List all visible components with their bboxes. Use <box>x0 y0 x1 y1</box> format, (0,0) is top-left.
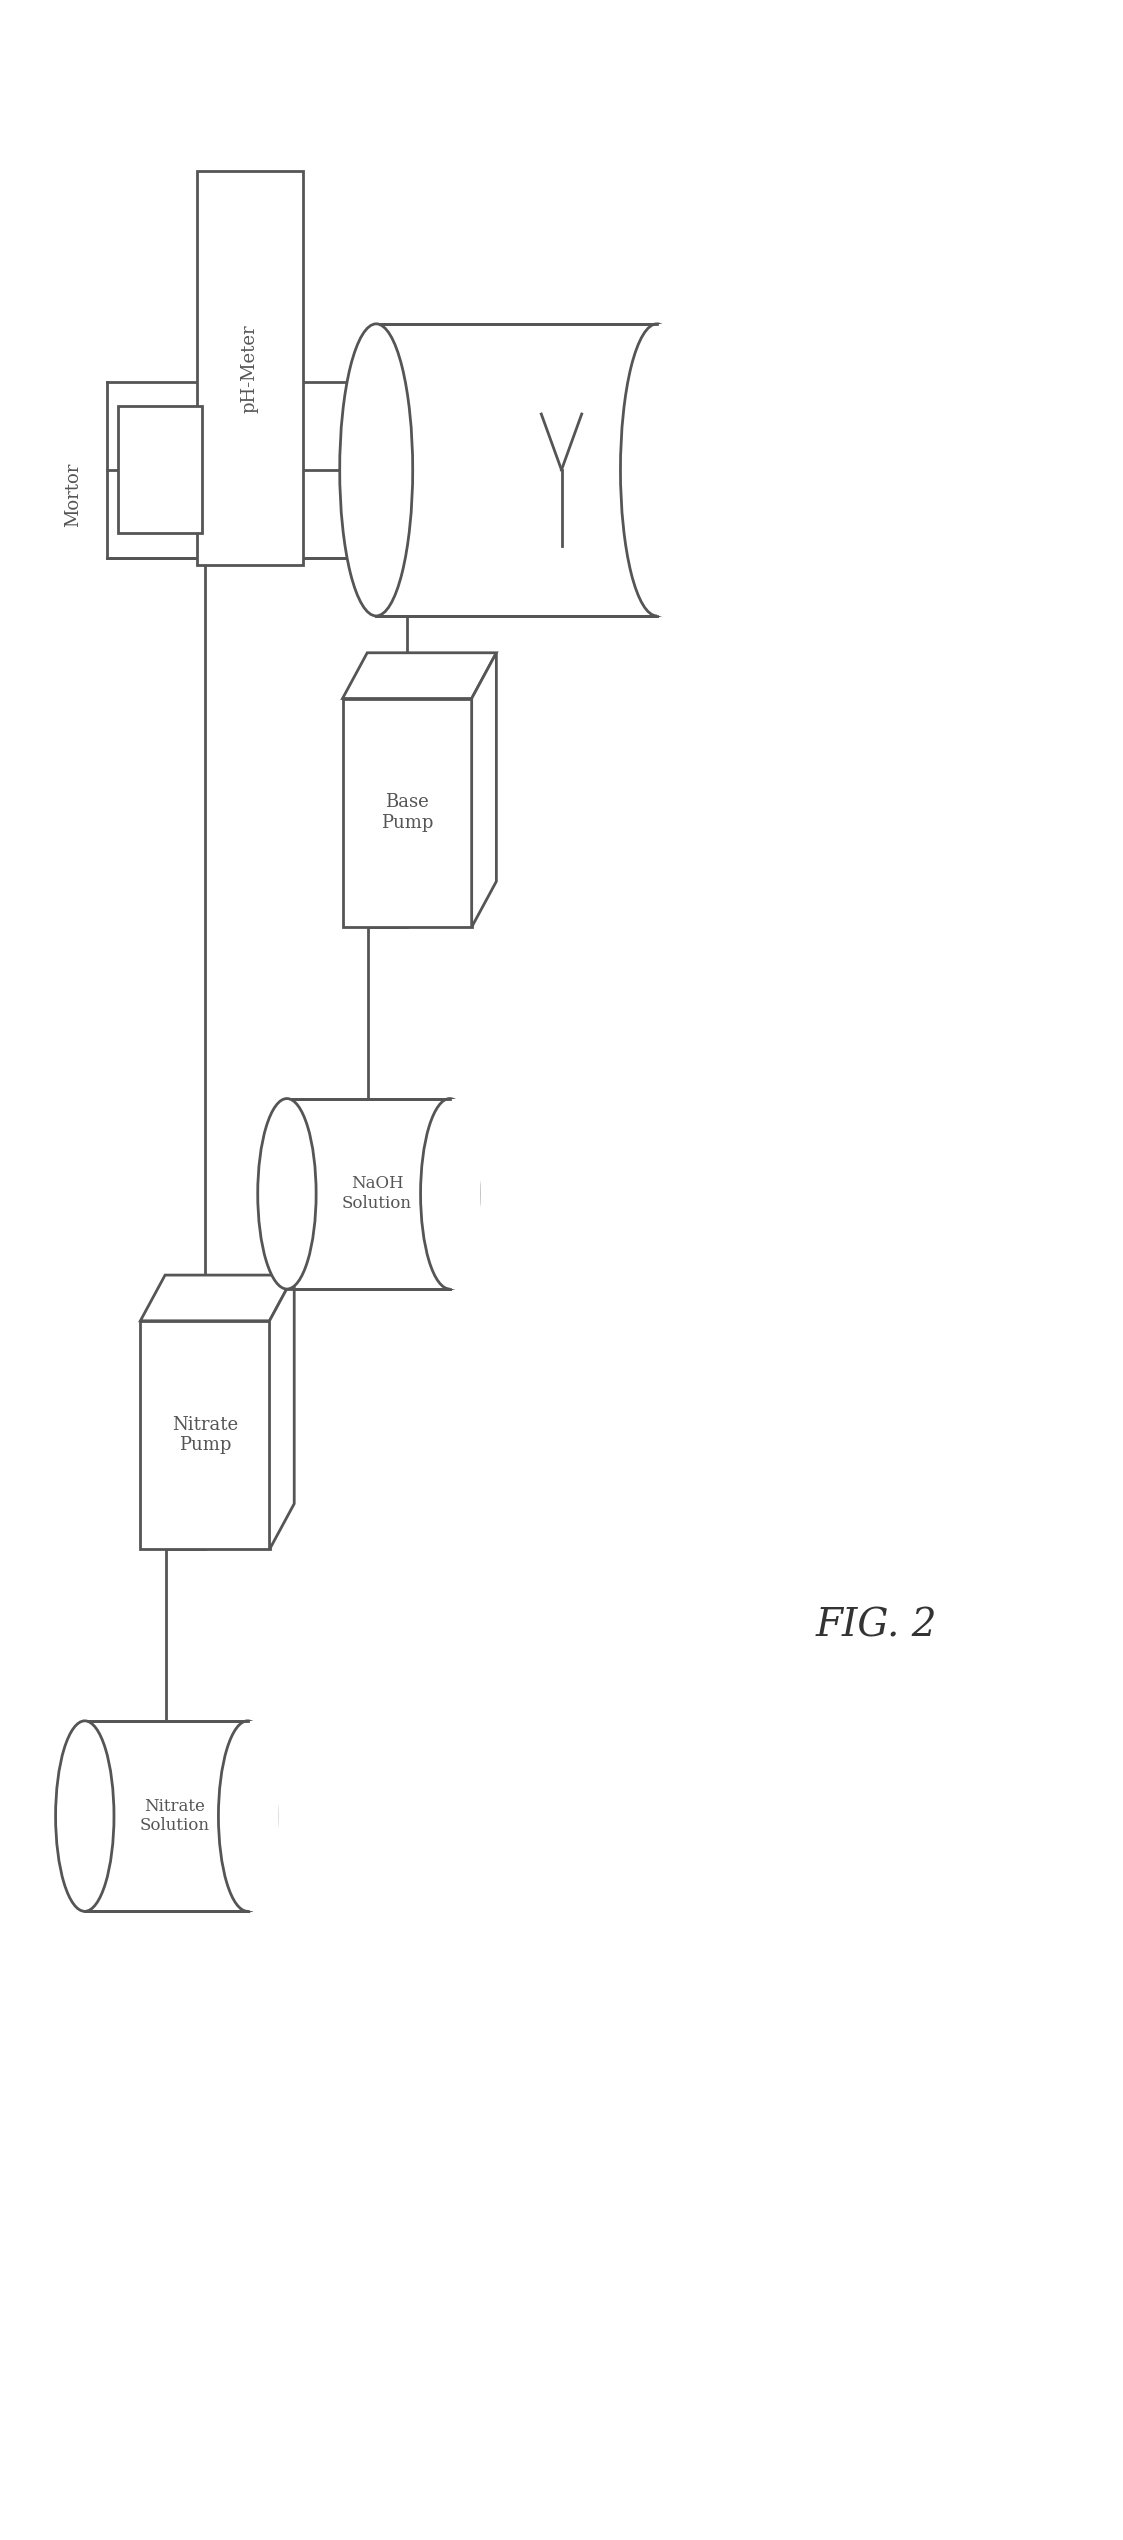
Text: Mortor: Mortor <box>64 462 82 528</box>
Ellipse shape <box>420 1097 478 1290</box>
Ellipse shape <box>620 323 693 617</box>
Polygon shape <box>343 698 472 927</box>
Polygon shape <box>140 1275 294 1321</box>
Polygon shape <box>140 1321 270 1549</box>
Text: Base
Pump: Base Pump <box>381 792 433 833</box>
Bar <box>376 323 657 617</box>
Bar <box>197 170 303 566</box>
Bar <box>247 1722 277 1910</box>
Ellipse shape <box>258 1097 317 1290</box>
Ellipse shape <box>218 1722 276 1910</box>
Text: FIG. 2: FIG. 2 <box>815 1608 937 1643</box>
Bar <box>287 1100 449 1290</box>
Polygon shape <box>343 653 496 698</box>
Bar <box>118 406 202 533</box>
Text: pH-Meter: pH-Meter <box>240 325 259 411</box>
Polygon shape <box>270 1275 294 1549</box>
Bar <box>449 1100 481 1290</box>
Text: NaOH
Solution: NaOH Solution <box>343 1176 412 1212</box>
Ellipse shape <box>56 1722 115 1910</box>
Text: Nitrate
Pump: Nitrate Pump <box>172 1415 238 1455</box>
Ellipse shape <box>340 323 413 617</box>
Bar <box>657 323 699 617</box>
Text: Nitrate
Solution: Nitrate Solution <box>140 1798 210 1834</box>
Bar <box>85 1722 247 1910</box>
Polygon shape <box>472 653 496 927</box>
